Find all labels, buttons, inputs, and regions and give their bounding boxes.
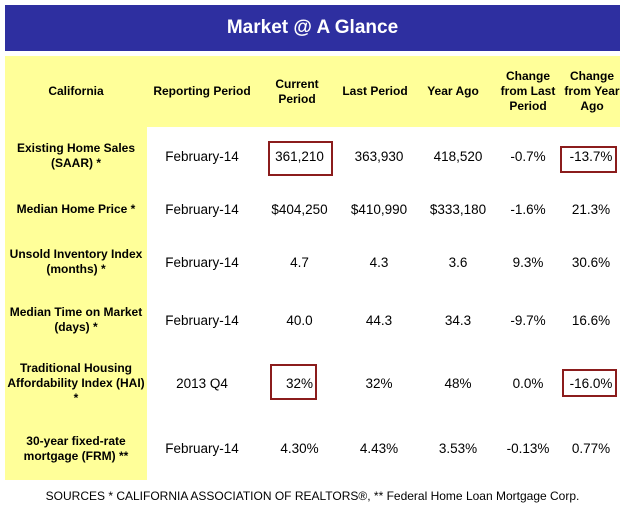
cell-change-last: -0.13%: [506, 441, 550, 456]
cell-last: 32%: [365, 375, 393, 391]
cell-period: February-14: [165, 254, 239, 270]
header-current-period: Current Period: [275, 76, 319, 106]
row-label-mortgage-rate: 30-year fixed-rate mortgage (FRM) **: [23, 433, 129, 463]
cell-last: 4.3: [369, 254, 389, 270]
highlight-box-change-year-sales: [560, 146, 617, 173]
cell-period: February-14: [165, 148, 239, 164]
cell-change-year: -13.7%: [569, 148, 613, 164]
header-california: California: [48, 84, 104, 98]
cell-period: 2013 Q4: [176, 375, 228, 391]
label-column-bg: [5, 56, 147, 480]
cell-change-last: -1.6%: [510, 201, 546, 217]
header-change-last: Change from Last Period: [500, 69, 556, 113]
cell-change-year: 30.6%: [571, 254, 611, 270]
row-label-existing-home-sales: Existing Home Sales (SAAR) *: [16, 141, 136, 170]
highlight-box-current-sales: [268, 141, 333, 176]
cell-current: 361,210: [275, 148, 324, 164]
cell-change-last: -9.7%: [510, 312, 546, 328]
cell-year-ago: 418,520: [433, 148, 483, 164]
cell-year-ago: 3.6: [448, 254, 468, 270]
row-label-unsold-inventory: Unsold Inventory Index (months) *: [9, 247, 143, 276]
page-title: Market @ A Glance: [226, 17, 399, 38]
cell-current: $404,250: [271, 201, 328, 217]
row-label-median-time-on-market: Median Time on Market (days) *: [9, 305, 143, 334]
header-year-ago: Year Ago: [427, 84, 479, 98]
sources-footnote: SOURCES * CALIFORNIA ASSOCIATION OF REAL…: [45, 489, 580, 503]
cell-change-year: 21.3%: [571, 201, 611, 217]
cell-last: $410,990: [350, 201, 408, 217]
cell-change-year: 0.77%: [571, 441, 611, 456]
cell-period: February-14: [165, 201, 239, 217]
cell-change-year: -16.0%: [569, 375, 613, 391]
cell-year-ago: 34.3: [444, 312, 472, 328]
title-bar: Market @ A Glance: [5, 5, 620, 51]
cell-year-ago: 3.53%: [438, 441, 478, 456]
cell-last: 4.43%: [359, 441, 399, 456]
cell-last: 363,930: [354, 148, 404, 164]
row-label-housing-affordability: Traditional Housing Affordability Index …: [7, 360, 145, 405]
cell-current: 32%: [285, 375, 314, 391]
header-change-year: Change from Year Ago: [564, 69, 620, 113]
highlight-box-current-hai: [270, 364, 317, 400]
cell-change-last: -0.7%: [510, 148, 546, 164]
cell-last: 44.3: [365, 312, 393, 328]
cell-change-year: 16.6%: [571, 312, 611, 328]
cell-year-ago: 48%: [444, 375, 472, 391]
cell-period: February-14: [165, 312, 239, 328]
header-reporting-period: Reporting Period: [153, 84, 251, 98]
header-last-period: Last Period: [342, 84, 408, 98]
cell-period: February-14: [165, 441, 239, 456]
row-label-median-home-price: Median Home Price *: [16, 201, 136, 216]
highlight-box-change-year-hai: [562, 369, 617, 397]
cell-current: 4.7: [290, 254, 309, 270]
header-row-bg: [147, 56, 620, 127]
cell-current: 4.30%: [280, 441, 319, 456]
cell-change-last: 0.0%: [512, 375, 544, 391]
cell-change-last: 9.3%: [512, 254, 544, 270]
cell-current: 40.0: [286, 312, 313, 328]
cell-year-ago: $333,180: [429, 201, 487, 217]
